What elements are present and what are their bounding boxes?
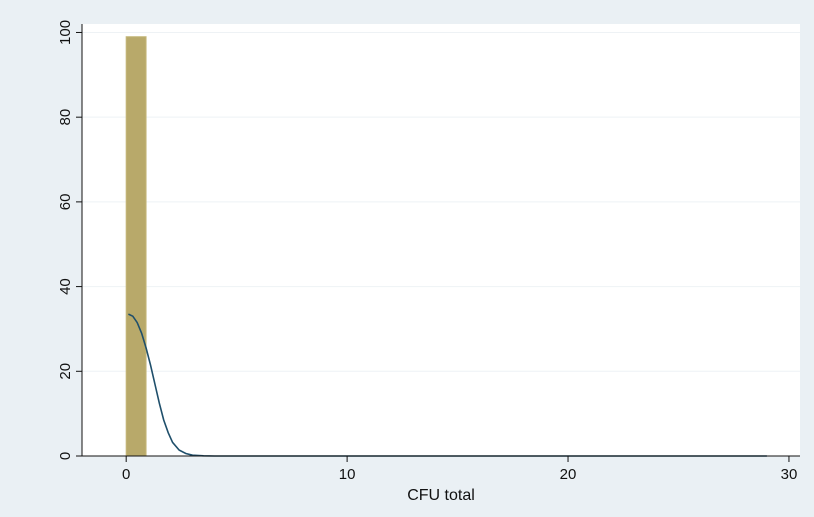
y-tick-label-4: 80 [57, 109, 74, 126]
y-tick-label-2: 40 [57, 278, 74, 295]
y-tick-label-0: 0 [57, 452, 74, 460]
axes [81, 24, 800, 457]
histogram-bar-0 [125, 36, 147, 457]
y-tick-label-5: 100 [57, 20, 74, 45]
x-tick-label-0: 0 [122, 466, 130, 483]
x-tick-label-3: 30 [781, 466, 798, 483]
x-tick-label-1: 10 [339, 466, 356, 483]
y-axis-ticks: 0 20 40 60 80 100 [57, 20, 82, 460]
x-axis-ticks: 0 10 20 30 [122, 456, 797, 483]
histogram-bars [125, 36, 147, 457]
y-tick-label-3: 60 [57, 194, 74, 211]
plot-area [82, 24, 800, 456]
gridlines [82, 31, 800, 372]
y-tick-label-1: 20 [57, 363, 74, 380]
x-axis-title: CFU total [407, 487, 475, 504]
x-tick-label-2: 20 [560, 466, 577, 483]
